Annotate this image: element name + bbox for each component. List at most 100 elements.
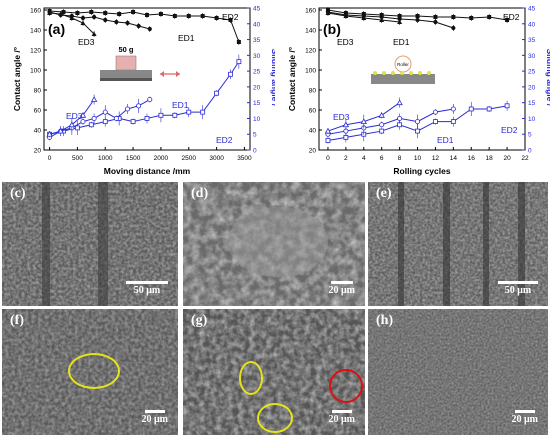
sem-panel-e: (e) 50 μm [368,182,548,306]
sliding-angle-point-ED2 [102,119,108,124]
scale-bar: 50 μm [498,281,538,296]
x-tick-label: 12 [432,155,440,162]
highlight-ellipse-red [329,369,363,403]
weight-block [115,55,137,71]
sliding-angle-point-ED1 [450,106,456,112]
panel-label: (b) [323,21,341,37]
series-label: ED3 [337,37,354,47]
sem-panel-h: (h) 20 μm [368,309,548,435]
y-tick-label: 100 [305,68,316,75]
y2-tick-label: 35 [253,37,261,44]
sliding-angle-point-ED2 [158,112,164,118]
y-tick-label: 160 [30,8,41,15]
y-tick-label: 40 [34,128,42,135]
series-label: ED2 [501,125,518,135]
contact-angle-point-ED1 [433,19,438,25]
contact-angle-point-ED2 [172,14,177,18]
substrate [371,74,435,84]
sliding-angle-point-ED3 [378,111,385,118]
scale-bar: 20 μm [329,410,355,425]
sliding-angle-point-ED1 [125,106,131,112]
x-axis-label: Moving distance /mm [104,166,191,176]
substrate [100,70,152,78]
contact-angle-point-ED3 [397,19,403,24]
sliding-angle-point-ED2 [504,103,510,109]
chart-b-svg: 0 2 4 6 8 10 12 14 16 18 20 22 20 40 60 80 100 120 140 160 0… [287,6,550,177]
x-tick-label: 2500 [182,155,197,162]
y-tick-label: 60 [309,108,317,115]
substrate-base [100,78,152,81]
sem-texture [2,182,178,306]
scale-bar-text: 50 μm [133,285,161,296]
y2-tick-label: 40 [253,21,261,28]
sliding-angle-point-ED1 [379,122,385,128]
sliding-angle-line-ED1 [49,99,151,138]
y2-tick-label: 5 [528,132,532,139]
contact-angle-point-ED2 [487,15,492,19]
series-label: ED1 [172,100,189,110]
x-tick-label: 0 [326,155,330,162]
particle [409,71,413,75]
sliding-angle-point-ED3 [68,121,76,128]
y-tick-label: 40 [309,128,317,135]
contact-angle-point-ED1 [103,17,108,23]
sliding-angle-point-ED3 [90,96,98,102]
sem-texture [368,309,548,435]
panel-label: (g) [191,313,208,328]
inset-roller-diagram: Roller [371,55,435,84]
contact-angle-point-ED3 [91,31,97,36]
sliding-angle-point-ED2 [200,109,206,115]
sliding-angle-point-ED3 [396,99,403,106]
panel-label: (h) [376,313,394,328]
contact-angle-point-ED2 [415,14,420,18]
y-axis-label: Contact angle /° [287,46,297,111]
particle [427,71,431,75]
sliding-angle-point-ED3 [342,121,350,128]
series-label: ED2 [222,12,239,22]
particle [400,71,404,75]
sliding-angle-point-ED1 [91,115,97,121]
sliding-angle-point-ED1 [397,115,403,121]
x-tick-label: 0 [48,155,52,162]
contact-angle-point-ED2 [61,10,66,14]
sem-panel-g: (g) 20 μm [183,309,365,435]
contact-angle-point-ED3 [47,10,53,15]
series-label: ED3 [333,112,350,122]
y-tick-label: 140 [30,28,41,35]
y2-axis-label: Sliding angle /° [545,48,550,110]
contact-angle-point-ED1 [451,25,456,31]
contact-angle-point-ED2 [228,18,233,22]
sliding-angle-point-ED2 [450,119,456,124]
sliding-angle-point-ED3 [79,111,87,118]
y-tick-label: 100 [30,68,41,75]
contact-angle-point-ED3 [80,20,86,25]
sliding-angle-point-ED2 [433,119,438,124]
x-tick-label: 10 [414,155,422,162]
contact-angle-point-ED1 [147,26,152,32]
y-axis-label: Contact angle /° [12,46,22,111]
y2-tick-label: 5 [253,132,257,139]
scale-bar: 50 μm [126,281,168,296]
y2-tick-label: 20 [253,84,261,91]
x-tick-label: 16 [468,155,476,162]
contact-angle-point-ED3 [325,10,331,15]
y-tick-label: 120 [30,48,41,55]
x-tick-label: 18 [486,155,494,162]
panel-label: (e) [376,186,392,201]
chart-a: 0 500 1000 1500 2000 2500 3000 3500 20 40 60 80 100 1… [0,0,280,180]
series-label: ED2 [503,12,520,22]
contact-angle-point-ED1 [114,19,119,25]
contact-angle-point-ED2 [75,11,80,15]
y2-tick-label: 30 [253,53,261,60]
contact-angle-point-ED2 [433,15,438,19]
y2-tick-label: 0 [253,148,257,155]
contact-angle-point-ED3 [69,15,75,20]
sliding-angle-point-ED2 [214,90,219,96]
scale-bar: 20 μm [329,281,355,296]
series-label: ED1 [393,37,410,47]
chart-a-svg: 0 500 1000 1500 2000 2500 3000 3500204060801001… [12,6,280,177]
y2-tick-label: 0 [528,148,532,155]
sliding-angle-point-ED2 [172,112,178,118]
sliding-angle-point-ED1 [147,97,153,103]
y2-tick-label: 35 [528,37,536,44]
